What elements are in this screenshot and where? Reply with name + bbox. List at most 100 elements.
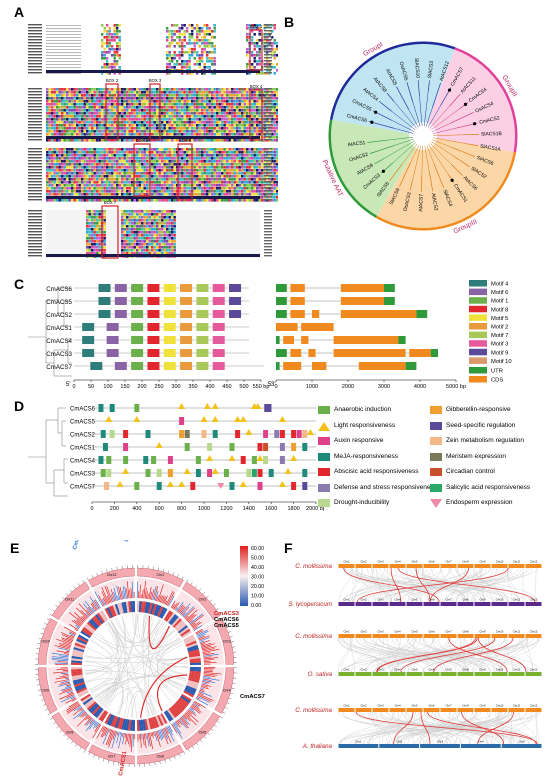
alignment-cell — [203, 127, 206, 130]
alignment-cell — [183, 187, 186, 190]
alignment-cell — [46, 172, 49, 175]
alignment-cell — [161, 193, 164, 196]
alignment-cell — [183, 151, 186, 154]
alignment-cell — [98, 100, 101, 103]
alignment-cell — [188, 100, 191, 103]
alignment-cell — [143, 112, 146, 115]
alignment-cell — [196, 24, 199, 27]
alignment-cell — [98, 166, 101, 169]
alignment-cell — [208, 139, 211, 142]
alignment-cell — [241, 184, 244, 187]
alignment-cell — [88, 124, 91, 127]
alignment-cell — [181, 160, 184, 163]
alignment-cell — [81, 169, 84, 172]
alignment-cell — [138, 127, 141, 130]
alignment-cell — [256, 157, 259, 160]
alignment-cell — [66, 103, 69, 106]
alignment-cell — [151, 166, 154, 169]
alignment-cell — [103, 249, 106, 252]
alignment-cell — [146, 148, 149, 151]
alignment-cell — [188, 88, 191, 91]
alignment-cell — [81, 94, 84, 97]
alignment-cell — [88, 187, 91, 190]
alignment-cell — [258, 91, 261, 94]
alignment-cell — [276, 160, 278, 163]
alignment-cell — [183, 39, 186, 42]
tree-branch — [409, 179, 413, 191]
alignment-cell — [246, 181, 249, 184]
alignment-cell — [248, 178, 251, 181]
alignment-cell — [193, 51, 196, 54]
alignment-cell — [243, 187, 246, 190]
alignment-cell — [146, 97, 149, 100]
alignment-cell — [276, 48, 278, 51]
alignment-cell — [206, 130, 209, 133]
alignment-cell — [201, 130, 204, 133]
alignment-cell — [211, 130, 214, 133]
alignment-cell — [111, 184, 114, 187]
alignment-cell — [56, 106, 59, 109]
alignment-cell — [46, 115, 49, 118]
alignment-cell — [126, 249, 129, 252]
alignment-cell — [251, 24, 254, 27]
alignment-cell — [138, 166, 141, 169]
alignment-cell — [173, 54, 176, 57]
alignment-cell — [183, 193, 186, 196]
alignment-cell — [136, 228, 139, 231]
alignment-cell — [98, 249, 101, 252]
alignment-box-label: BOX 5 — [136, 138, 149, 143]
alignment-cell — [276, 121, 278, 124]
motif-box — [82, 323, 95, 331]
alignment-cell — [118, 72, 121, 75]
alignment-cell — [206, 100, 209, 103]
alignment-cell — [143, 234, 146, 237]
alignment-row-name — [28, 91, 42, 93]
alignment-cell — [196, 39, 199, 42]
alignment-cell — [173, 237, 176, 240]
alignment-cell — [271, 118, 274, 121]
alignment-cell — [168, 246, 171, 249]
alignment-cell — [93, 121, 96, 124]
cis-element-box — [279, 443, 285, 451]
alignment-cell — [221, 190, 224, 193]
alignment-cell — [236, 175, 239, 178]
alignment-cell — [126, 234, 129, 237]
alignment-cell — [128, 231, 131, 234]
alignment-cell — [86, 243, 89, 246]
alignment-cell — [163, 216, 166, 219]
alignment-cell — [271, 184, 274, 187]
alignment-cell — [113, 112, 116, 115]
alignment-cell — [196, 151, 199, 154]
alignment-cell — [213, 60, 216, 63]
alignment-cell — [173, 133, 176, 136]
alignment-cell — [181, 72, 184, 75]
alignment-cell — [113, 181, 116, 184]
alignment-cell — [196, 42, 199, 45]
alignment-cell — [138, 148, 141, 151]
alignment-cell — [173, 193, 176, 196]
alignment-cell — [181, 163, 184, 166]
alignment-cell — [206, 97, 209, 100]
alignment-cell — [58, 151, 61, 154]
alignment-cell — [226, 127, 229, 130]
alignment-cell — [96, 199, 99, 202]
alignment-cell — [73, 175, 76, 178]
alignment-row-name — [28, 24, 42, 26]
alignment-cell — [108, 175, 111, 178]
alignment-cell — [201, 88, 204, 91]
alignment-cell — [253, 100, 256, 103]
alignment-cell — [138, 246, 141, 249]
alignment-cell — [173, 88, 176, 91]
cis-element-box — [123, 456, 129, 464]
axis-tick-label: 200 — [137, 384, 146, 390]
alignment-cell — [153, 88, 156, 91]
alignment-cell — [98, 154, 101, 157]
cis-legend-label: Salicylic acid responsiveness — [446, 483, 531, 491]
cis-element-box — [145, 430, 151, 438]
alignment-cell — [158, 175, 161, 178]
tree-branch — [410, 144, 420, 164]
alignment-cell — [211, 91, 214, 94]
alignment-cell — [153, 151, 156, 154]
alignment-cell — [88, 160, 91, 163]
alignment-cell — [61, 121, 64, 124]
